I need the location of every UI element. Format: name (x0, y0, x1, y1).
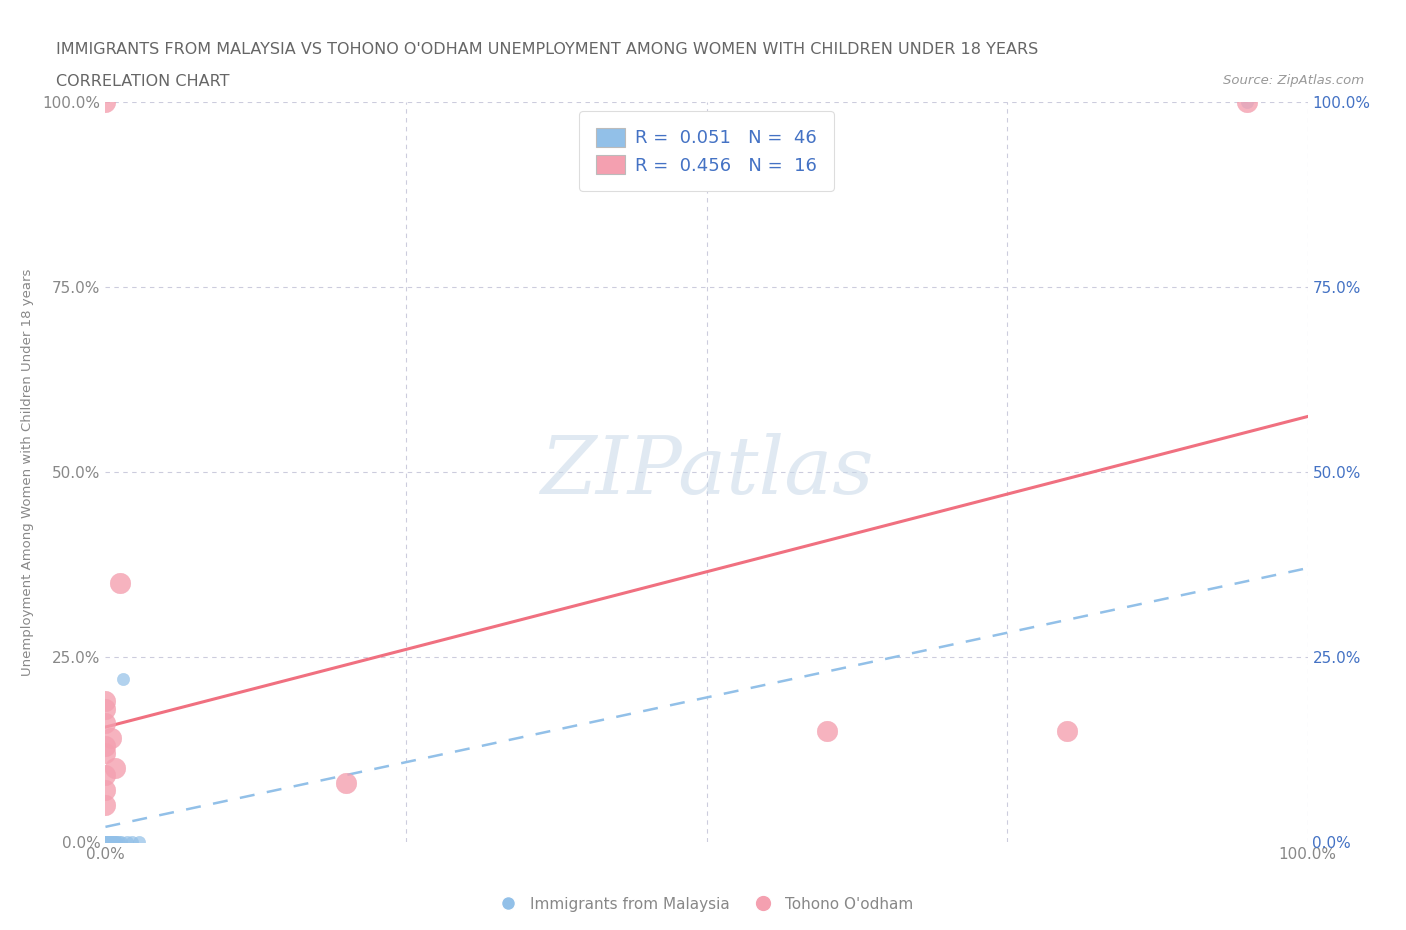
Point (94, 834, 117, 849)
Point (1056, 724, 1078, 738)
Point (100, 834, 122, 849)
Point (96, 834, 118, 849)
Point (100, 731, 122, 746)
Point (94, 834, 117, 849)
Point (98, 834, 121, 849)
Point (97, 834, 120, 849)
Text: Source: ZipAtlas.com: Source: ZipAtlas.com (1223, 74, 1364, 87)
Point (128, 834, 150, 849)
Point (105, 834, 128, 849)
Point (96, 834, 118, 849)
Point (815, 724, 838, 738)
Point (94, 738, 117, 753)
Point (94, 834, 117, 849)
Point (1236, 95, 1258, 110)
Point (94, 797, 117, 812)
Point (96, 834, 118, 849)
Point (94, 834, 117, 849)
Point (97, 834, 120, 849)
Point (115, 834, 138, 849)
Point (94, 834, 117, 849)
Point (94, 834, 117, 849)
Point (96, 834, 118, 849)
Point (112, 671, 135, 686)
Point (98, 834, 121, 849)
Point (94, 834, 117, 849)
Point (94, 834, 117, 849)
Point (94, 694, 117, 709)
Point (105, 834, 128, 849)
Text: CORRELATION CHART: CORRELATION CHART (56, 74, 229, 89)
Point (335, 775, 357, 790)
Point (103, 834, 125, 849)
Point (94, 834, 117, 849)
Point (98, 834, 121, 849)
Text: IMMIGRANTS FROM MALAYSIA VS TOHONO O'ODHAM UNEMPLOYMENT AMONG WOMEN WITH CHILDRE: IMMIGRANTS FROM MALAYSIA VS TOHONO O'ODH… (56, 42, 1039, 57)
Point (94, 746, 117, 761)
Point (121, 834, 143, 849)
Text: ZIPatlas: ZIPatlas (540, 433, 873, 511)
Point (97, 834, 120, 849)
Point (100, 834, 122, 849)
Point (104, 761, 127, 776)
Point (94, 834, 117, 849)
Point (108, 576, 131, 591)
Point (94, 834, 117, 849)
Point (94, 834, 117, 849)
Point (94, 834, 117, 849)
Point (94, 834, 117, 849)
Point (94, 834, 117, 849)
Point (94, 834, 117, 849)
Point (107, 834, 129, 849)
Point (94, 834, 117, 849)
Point (94, 716, 117, 731)
Point (94, 834, 117, 849)
Point (103, 834, 125, 849)
Point (94, 834, 117, 849)
Point (94, 782, 117, 797)
Y-axis label: Unemployment Among Women with Children Under 18 years: Unemployment Among Women with Children U… (21, 268, 34, 676)
Point (110, 834, 132, 849)
Point (1236, 95, 1258, 110)
Point (98, 834, 121, 849)
Point (94, 834, 117, 849)
Point (94, 767, 117, 782)
Point (98, 834, 121, 849)
Point (96, 834, 118, 849)
Legend: Immigrants from Malaysia, Tohono O'odham: Immigrants from Malaysia, Tohono O'odham (486, 891, 920, 918)
Point (94, 701, 117, 716)
Point (94, 95, 117, 110)
Legend: R =  0.051   N =  46, R =  0.456   N =  16: R = 0.051 N = 46, R = 0.456 N = 16 (579, 112, 834, 191)
